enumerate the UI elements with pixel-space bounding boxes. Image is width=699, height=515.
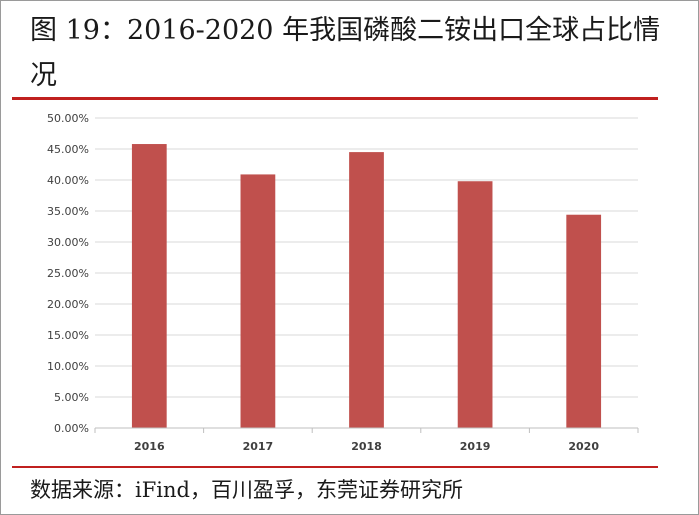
bar-2020: [566, 214, 602, 428]
y-tick-label: 15.00%: [47, 329, 89, 342]
x-tick-label: 2016: [134, 440, 165, 453]
bar-2018: [349, 152, 384, 428]
bar-2017: [240, 174, 276, 428]
x-axis-labels: 2016 2017 2018 2019 2020: [134, 440, 599, 453]
y-tick-label: 40.00%: [47, 174, 89, 187]
bottom-rule: [12, 466, 658, 468]
y-tick-label: 20.00%: [47, 298, 89, 311]
y-tick-label: 0.00%: [54, 422, 89, 435]
x-tick-label: 2018: [351, 440, 382, 453]
source-note: 数据来源：iFind，百川盈孚，东莞证券研究所: [30, 478, 463, 502]
y-tick-label: 45.00%: [47, 143, 89, 156]
top-rule: [12, 97, 658, 100]
y-tick-label: 50.00%: [47, 112, 89, 125]
y-tick-label: 10.00%: [47, 360, 89, 373]
y-tick-label: 5.00%: [54, 391, 89, 404]
y-tick-label: 35.00%: [47, 205, 89, 218]
x-tick-label: 2019: [460, 440, 491, 453]
x-axis: [94, 427, 639, 433]
y-tick-label: 25.00%: [47, 267, 89, 280]
bar-chart: 0.00% 5.00% 10.00% 15.00% 20.00% 25.00% 30.00%…: [47, 112, 639, 453]
y-axis-ticks: 0.00% 5.00% 10.00% 15.00% 20.00% 25.00% 30.00%…: [47, 112, 89, 435]
bar-2016: [131, 144, 167, 428]
bars: [131, 144, 602, 428]
y-tick-label: 30.00%: [47, 236, 89, 249]
bar-2019: [457, 181, 493, 428]
x-tick-label: 2017: [243, 440, 274, 453]
x-tick-label: 2020: [568, 440, 599, 453]
figure-title: 图 19：2016-2020 年我国磷酸二铵出口全球占比情况: [30, 15, 661, 91]
